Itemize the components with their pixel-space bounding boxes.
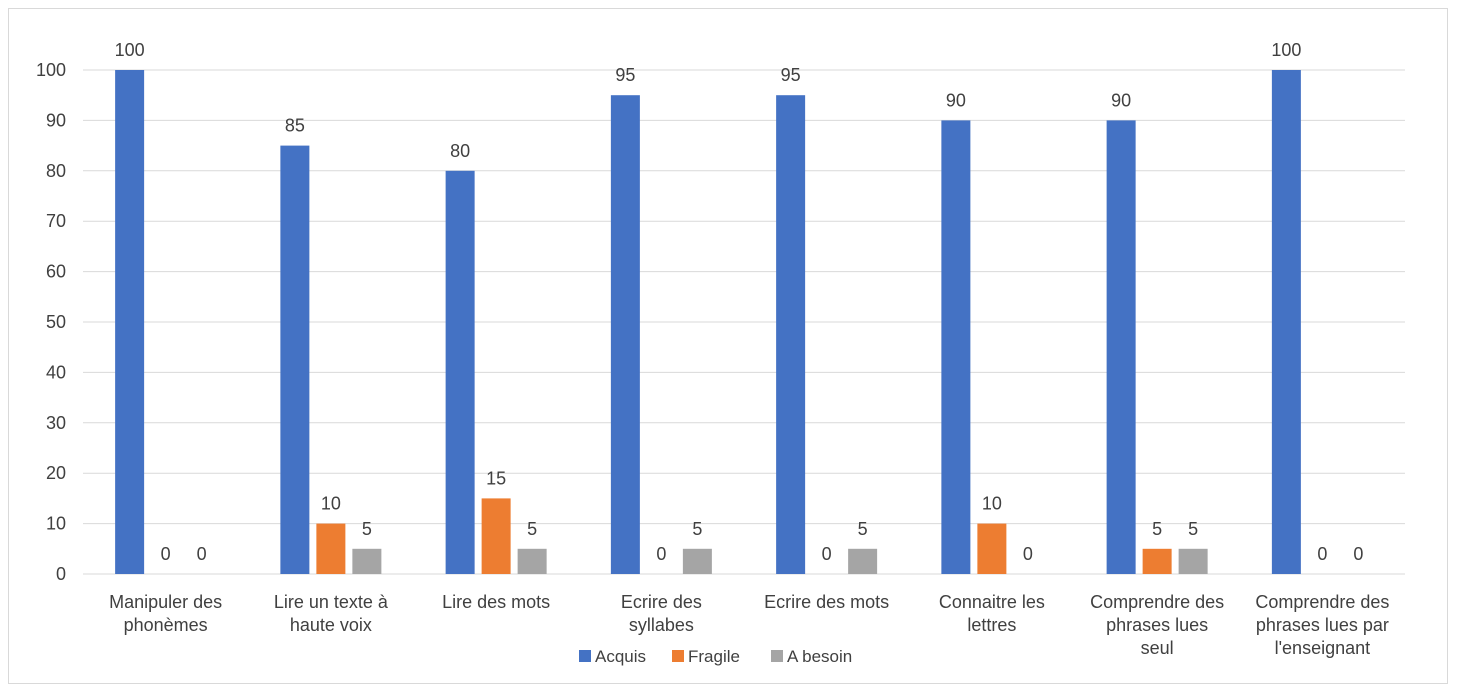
data-label-a-besoin-2: 5 (527, 519, 537, 539)
category-label-2: Lire des mots (442, 592, 550, 612)
data-label-acquis-7: 100 (1271, 40, 1301, 60)
data-label-acquis-3: 95 (615, 65, 635, 85)
data-label-a-besoin-7: 0 (1353, 544, 1363, 564)
bar-acquis-4 (776, 95, 806, 574)
y-tick-label-100: 100 (36, 60, 66, 80)
data-label-fragile-0: 0 (161, 544, 171, 564)
category-label-1: Lire un texte à haute voix (274, 592, 389, 635)
data-label-acquis-1: 85 (285, 116, 305, 136)
data-label-a-besoin-0: 0 (197, 544, 207, 564)
category-label-7: Comprendre des phrases lues par l'enseigna… (1255, 592, 1389, 658)
bar-acquis-0 (115, 70, 145, 574)
legend-swatch-acquis (579, 650, 591, 662)
legend-label-a-besoin: A besoin (787, 647, 852, 666)
bar-acquis-5 (941, 120, 971, 575)
bar-fragile-1 (316, 523, 346, 574)
category-label-0: Manipuler des phonèmes (109, 592, 222, 635)
y-tick-label-0: 0 (56, 564, 66, 584)
bar-acquis-1 (280, 145, 310, 574)
y-tick-label-50: 50 (46, 312, 66, 332)
bar-a-besoin-1 (352, 548, 382, 574)
data-label-acquis-5: 90 (946, 90, 966, 110)
legend-label-fragile: Fragile (688, 647, 740, 666)
data-label-fragile-2: 15 (486, 468, 506, 488)
data-label-a-besoin-5: 0 (1023, 544, 1033, 564)
category-label-5: Connaitre les lettres (939, 592, 1045, 635)
y-tick-label-40: 40 (46, 362, 66, 382)
data-label-fragile-7: 0 (1317, 544, 1327, 564)
data-label-fragile-3: 0 (656, 544, 666, 564)
y-tick-label-80: 80 (46, 161, 66, 181)
legend-swatch-fragile (672, 650, 684, 662)
category-label-6: Comprendre des phrases lues seul (1090, 592, 1224, 658)
y-tick-label-20: 20 (46, 463, 66, 483)
data-labels: 100 85 80 95 95 90 90 100 0 10 15 0 0 10 5 0 0 5 5 5 5 0 5 0 (115, 40, 1364, 564)
bar-a-besoin-4 (848, 548, 878, 574)
legend-swatch-a-besoin (771, 650, 783, 662)
bar-acquis-3 (610, 95, 640, 574)
bar-fragile-5 (977, 523, 1007, 574)
data-label-a-besoin-3: 5 (692, 519, 702, 539)
bar-a-besoin-6 (1178, 548, 1208, 574)
legend-label-acquis: Acquis (595, 647, 646, 666)
bar-acquis-2 (445, 170, 475, 575)
data-label-a-besoin-4: 5 (858, 519, 868, 539)
data-label-fragile-1: 10 (321, 494, 341, 514)
data-label-acquis-4: 95 (781, 65, 801, 85)
data-label-a-besoin-6: 5 (1188, 519, 1198, 539)
bar-a-besoin-3 (682, 548, 712, 574)
category-label-3: Ecrire des syllabes (621, 592, 702, 635)
y-tick-label-90: 90 (46, 110, 66, 130)
category-labels: Manipuler des phonèmes Lire un texte à haut… (109, 592, 1389, 658)
legend: Acquis Fragile A besoin (579, 647, 852, 666)
bar-a-besoin-2 (517, 548, 547, 574)
y-tick-label-70: 70 (46, 211, 66, 231)
data-label-acquis-0: 100 (115, 40, 145, 60)
y-axis-tick-labels: 0 10 20 30 40 50 60 70 80 90 100 (36, 60, 66, 584)
data-label-acquis-2: 80 (450, 141, 470, 161)
data-label-fragile-4: 0 (822, 544, 832, 564)
category-label-4: Ecrire des mots (764, 592, 889, 612)
bar-acquis-6 (1106, 120, 1136, 575)
data-label-a-besoin-1: 5 (362, 519, 372, 539)
bar-fragile-6 (1142, 548, 1172, 574)
y-tick-label-30: 30 (46, 413, 66, 433)
data-label-acquis-6: 90 (1111, 90, 1131, 110)
y-tick-label-60: 60 (46, 262, 66, 282)
data-label-fragile-5: 10 (982, 494, 1002, 514)
bar-acquis-7 (1271, 70, 1301, 574)
bars (115, 70, 1301, 575)
y-tick-label-10: 10 (46, 514, 66, 534)
data-label-fragile-6: 5 (1152, 519, 1162, 539)
bar-fragile-2 (481, 498, 511, 574)
